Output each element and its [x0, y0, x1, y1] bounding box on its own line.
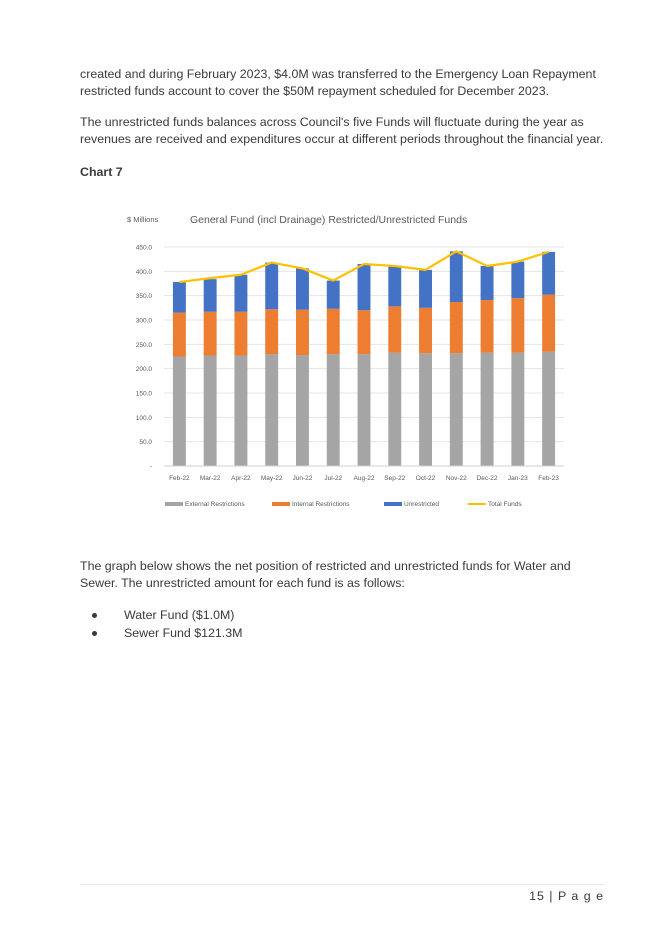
list-item-label: Sewer Fund $121.3M: [124, 626, 243, 640]
bar-segment: [357, 264, 371, 311]
bar-segment: [480, 265, 494, 301]
bar-segment: [265, 309, 279, 355]
bar-segment: [326, 354, 340, 466]
x-tick-label: Mar-22: [200, 475, 221, 482]
page-number: 15 | P a g e: [529, 889, 604, 903]
bar-segment: [388, 352, 402, 466]
y-tick-label: 250.0: [136, 342, 153, 349]
bar-segment: [480, 352, 494, 466]
fund-balances-paragraph: The unrestricted funds balances across C…: [80, 115, 604, 146]
bar-segment: [296, 309, 309, 356]
y-tick-label: 350.0: [136, 293, 153, 300]
y-tick-label: -: [150, 464, 152, 471]
x-tick-label: Feb-23: [538, 475, 559, 482]
x-tick-label: Nov-22: [446, 475, 467, 482]
x-tick-label: Sep-22: [384, 475, 405, 482]
x-tick-label: Jan-23: [508, 475, 528, 482]
chart-legend: External Restrictions Internal Restrictio…: [165, 501, 522, 508]
chart-axes: - 50.0 100.0 150.0 200.0 250.0 300.0 350.0 400.0…: [136, 245, 564, 482]
bar-segment: [203, 311, 217, 356]
bar-segment: [357, 354, 371, 466]
chart-y-axis-label: $ Millions: [127, 215, 159, 224]
bullet-icon: [92, 613, 97, 618]
legend-label: External Restrictions: [185, 501, 245, 508]
bar-segment: [419, 353, 432, 466]
bar-segment: [480, 300, 494, 353]
bar-segment: [542, 294, 556, 352]
y-tick-label: 400.0: [136, 269, 153, 276]
bar-segment: [511, 261, 525, 299]
y-tick-label: 200.0: [136, 366, 153, 373]
legend-label: Unrestricted: [404, 501, 439, 508]
bar-segment: [419, 269, 432, 308]
bar-segment: [511, 298, 525, 353]
bar-segment: [449, 353, 463, 466]
bar-segment: [203, 279, 217, 312]
bar-segment: [203, 355, 217, 466]
bar-segment: [296, 268, 309, 310]
intro-paragraph: created and during February 2023, $4.0M …: [80, 67, 596, 98]
bar-segment: [542, 351, 556, 466]
bar-segment: [172, 282, 186, 313]
x-tick-label: Jul-22: [324, 475, 342, 482]
bar-segment: [172, 312, 186, 357]
bar-segment: [449, 301, 463, 354]
chart-total-line: [179, 250, 549, 284]
bar-segment: [296, 355, 309, 466]
legend-swatch: [384, 502, 402, 506]
x-tick-label: Jun-22: [293, 475, 313, 482]
list-item: Sewer Fund $121.3M: [88, 624, 242, 642]
bar-segment: [234, 355, 248, 466]
bar-segment: [326, 280, 340, 309]
water-sewer-paragraph: The graph below shows the net position o…: [80, 559, 571, 590]
chart-heading: Chart 7: [80, 165, 123, 179]
y-tick-label: 50.0: [139, 439, 152, 446]
unrestricted-amount-list: Water Fund ($1.0M) Sewer Fund $121.3M: [88, 606, 242, 642]
x-tick-label: Feb-22: [169, 475, 190, 482]
x-tick-label: Oct-22: [416, 475, 436, 482]
y-tick-label: 300.0: [136, 318, 153, 325]
x-tick-label: Dec-22: [477, 475, 498, 482]
chart-title: General Fund (incl Drainage) Restricted/…: [190, 214, 467, 226]
bar-segment: [265, 262, 279, 310]
bar-segment: [542, 251, 556, 295]
bullet-icon: [92, 631, 97, 636]
bar-segment: [388, 265, 402, 307]
footer-divider: [80, 884, 605, 885]
bar-segment: [419, 307, 432, 354]
bar-segment: [234, 311, 248, 356]
legend-swatch: [165, 502, 183, 506]
legend-label: Internal Restrictions: [292, 501, 350, 508]
chart-bars: [172, 251, 556, 466]
bar-segment: [449, 251, 463, 302]
legend-swatch: [272, 502, 290, 506]
bar-segment: [265, 354, 279, 466]
x-tick-label: May-22: [261, 475, 283, 482]
bar-segment: [234, 274, 248, 312]
list-item-label: Water Fund ($1.0M): [124, 608, 235, 622]
bar-segment: [388, 306, 402, 353]
y-tick-label: 450.0: [136, 245, 153, 252]
x-tick-label: Aug-22: [354, 475, 375, 482]
bar-segment: [357, 310, 371, 355]
x-tick-label: Apr-22: [231, 475, 251, 482]
list-item: Water Fund ($1.0M): [88, 606, 242, 624]
y-tick-label: 100.0: [136, 415, 153, 422]
legend-label: Total Funds: [488, 501, 522, 508]
bar-segment: [326, 308, 340, 355]
bar-segment: [511, 352, 525, 466]
y-tick-label: 150.0: [136, 391, 153, 398]
bar-segment: [172, 356, 186, 466]
